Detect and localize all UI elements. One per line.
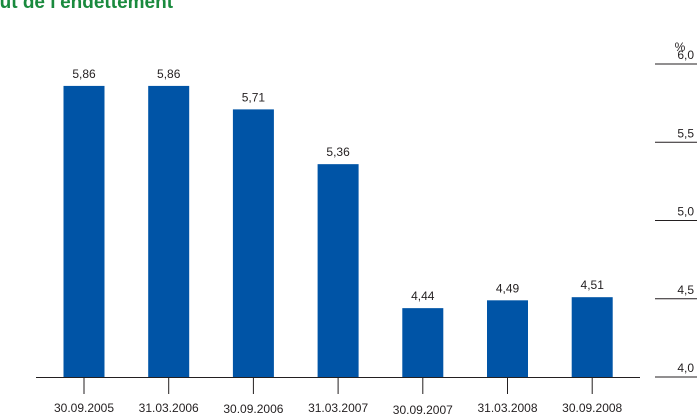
y-tick-label: 4,0	[677, 361, 694, 375]
bar	[317, 164, 359, 377]
x-tick-label: 31.03.2006	[139, 401, 199, 415]
x-tick-label: 30.09.2006	[223, 402, 283, 416]
x-tick-label: 30.09.2005	[54, 401, 114, 415]
bar	[402, 308, 444, 377]
y-tick-label: 5,5	[677, 126, 694, 140]
bar-value-label: 4,44	[411, 289, 435, 303]
y-axis: 6,0 5,5 5,0 4,5 4,0	[655, 48, 697, 378]
bar	[571, 297, 613, 377]
y-tick-label: 5,0	[677, 205, 694, 219]
bar-value-label: 5,36	[326, 145, 350, 159]
x-tick-label: 30.09.2008	[562, 401, 622, 415]
y-axis-unit-label: %	[675, 40, 686, 54]
x-tick-label: 31.03.2008	[477, 401, 537, 415]
x-tick-label: 30.09.2007	[393, 403, 453, 417]
y-tick-label: 4,5	[677, 283, 694, 297]
bar	[487, 300, 528, 377]
bars-group: 5,86 5,86 5,71 5,36 4,44 4,49 4,51	[63, 67, 613, 377]
x-axis: 30.09.2005 31.03.2006 30.09.2006 31.03.2007…	[54, 377, 623, 417]
bar-value-label: 4,51	[581, 278, 605, 292]
bar-value-label: 5,86	[72, 67, 96, 81]
bar-value-label: 5,86	[157, 67, 181, 81]
chart-title: oût de l'endettement	[0, 0, 174, 13]
bar	[148, 85, 190, 377]
bar-value-label: 5,71	[242, 90, 266, 104]
y-tick-label: 6,0	[677, 48, 694, 62]
x-tick-label: 31.03.2007	[308, 401, 368, 415]
bar-value-label: 4,49	[496, 281, 520, 295]
bar	[232, 109, 274, 377]
bar	[63, 85, 105, 377]
